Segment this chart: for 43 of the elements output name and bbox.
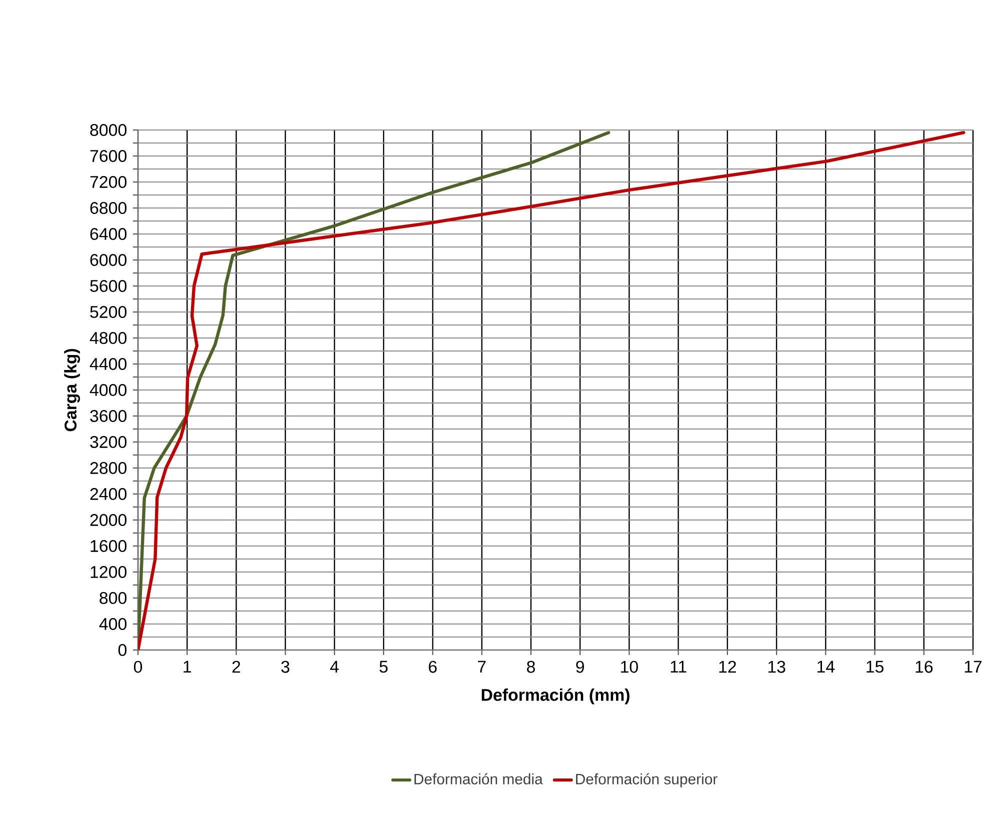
y-tick-label: 2000: [90, 514, 126, 526]
y-tick-label: 2800: [90, 462, 126, 474]
x-tick-label: 2: [232, 660, 240, 673]
y-tick-label: 6800: [90, 202, 126, 214]
x-tick-label: 1: [184, 660, 192, 672]
x-tick-label: 16: [916, 660, 933, 673]
x-tick-label: 4: [330, 660, 339, 672]
x-tick-label: 15: [866, 660, 884, 673]
y-tick-label: 7600: [90, 150, 126, 162]
y-tick-label: 3600: [90, 410, 126, 422]
y-tick-label: 400: [99, 618, 126, 630]
legend-label: Deformación superior: [576, 773, 718, 788]
x-tick-label: 6: [428, 660, 437, 673]
x-tick-label: 9: [576, 660, 584, 673]
y-tick-label: 2400: [90, 488, 126, 500]
x-tick-label: 7: [478, 660, 486, 672]
x-axis-title: Deformación (mm): [482, 688, 630, 704]
x-tick-label: 12: [719, 660, 736, 673]
x-tick-label: 11: [670, 660, 686, 672]
x-tick-label: 13: [768, 660, 786, 673]
legend-label: Deformación media: [414, 773, 543, 784]
y-tick-label: 4800: [90, 332, 126, 344]
y-tick-label: 6400: [90, 228, 126, 240]
y-axis-title: Carga (kg): [64, 348, 80, 432]
x-tick-label: 3: [281, 660, 290, 673]
y-tick-label: 5200: [90, 306, 126, 318]
y-tick-label: 800: [100, 592, 126, 604]
y-tick-label: 1600: [90, 540, 126, 552]
y-tick-label: 4000: [90, 384, 126, 396]
y-tick-label: 4400: [90, 358, 126, 370]
y-tick-label: 5600: [90, 280, 126, 292]
y-tick-label: 7200: [90, 176, 126, 188]
x-tick-label: 17: [964, 660, 982, 672]
x-tick-label: 10: [621, 660, 638, 673]
x-tick-label: 5: [380, 660, 388, 673]
x-tick-label: 8: [526, 660, 535, 673]
y-tick-label: 6000: [90, 254, 126, 266]
y-tick-label: 8000: [90, 124, 126, 136]
y-tick-label: 3200: [90, 436, 126, 448]
y-tick-label: 0: [118, 644, 127, 656]
y-tick-label: 1200: [90, 566, 126, 578]
x-tick-label: 0: [134, 660, 142, 673]
x-tick-label: 14: [818, 660, 835, 672]
